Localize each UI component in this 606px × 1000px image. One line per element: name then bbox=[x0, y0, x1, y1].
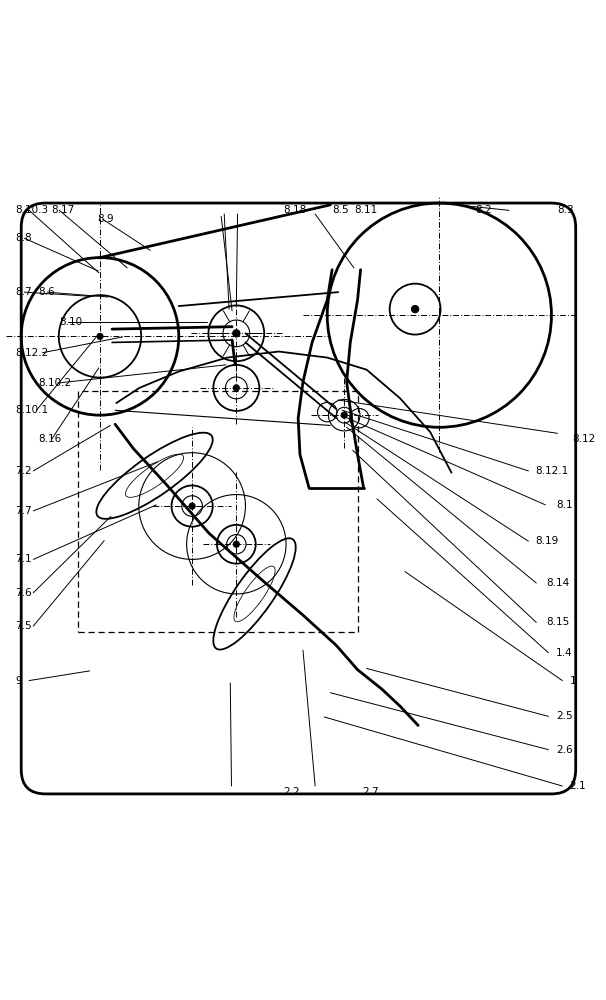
Text: 8.17: 8.17 bbox=[52, 205, 75, 215]
Text: 7.6: 7.6 bbox=[15, 588, 32, 598]
Text: 2.7: 2.7 bbox=[362, 787, 379, 797]
Text: 1: 1 bbox=[570, 676, 576, 686]
Text: 8.12.2: 8.12.2 bbox=[15, 348, 48, 358]
Text: 7.1: 7.1 bbox=[15, 554, 32, 564]
Text: 8.10: 8.10 bbox=[59, 317, 82, 327]
Text: 9: 9 bbox=[15, 676, 22, 686]
Circle shape bbox=[411, 305, 419, 313]
Text: 7.5: 7.5 bbox=[15, 621, 32, 631]
Text: 8.1: 8.1 bbox=[556, 500, 573, 510]
Text: 8.14: 8.14 bbox=[547, 578, 570, 588]
Text: 8.10.1: 8.10.1 bbox=[15, 405, 48, 415]
Text: 8.19: 8.19 bbox=[535, 536, 558, 546]
Text: 2.1: 2.1 bbox=[570, 781, 586, 791]
Text: 8.18: 8.18 bbox=[284, 205, 307, 215]
Text: 8.3: 8.3 bbox=[558, 205, 574, 215]
Circle shape bbox=[233, 385, 239, 391]
Text: 8.5: 8.5 bbox=[332, 205, 348, 215]
Text: 7.2: 7.2 bbox=[15, 466, 32, 476]
Text: 2.5: 2.5 bbox=[556, 711, 573, 721]
Text: 8.6: 8.6 bbox=[38, 287, 55, 297]
Text: 8.10.2: 8.10.2 bbox=[38, 378, 72, 388]
Text: 2.6: 2.6 bbox=[556, 745, 573, 755]
Circle shape bbox=[233, 330, 240, 337]
Text: 8.7: 8.7 bbox=[15, 287, 32, 297]
Text: 7.7: 7.7 bbox=[15, 506, 32, 516]
Text: 8.12: 8.12 bbox=[573, 434, 596, 444]
Circle shape bbox=[341, 412, 347, 418]
Text: 8.16: 8.16 bbox=[38, 434, 61, 444]
Text: 8.12.1: 8.12.1 bbox=[535, 466, 568, 476]
Text: 8.10.3: 8.10.3 bbox=[15, 205, 48, 215]
Circle shape bbox=[97, 333, 103, 339]
Text: 8.9: 8.9 bbox=[97, 214, 113, 224]
Circle shape bbox=[233, 541, 239, 547]
Text: 1.4: 1.4 bbox=[556, 648, 573, 658]
Text: 8.15: 8.15 bbox=[547, 617, 570, 627]
Text: 8.11: 8.11 bbox=[355, 205, 378, 215]
Text: 8.8: 8.8 bbox=[15, 233, 32, 243]
Text: 2.2: 2.2 bbox=[284, 787, 300, 797]
Circle shape bbox=[189, 503, 195, 509]
Text: 8.2: 8.2 bbox=[476, 205, 492, 215]
